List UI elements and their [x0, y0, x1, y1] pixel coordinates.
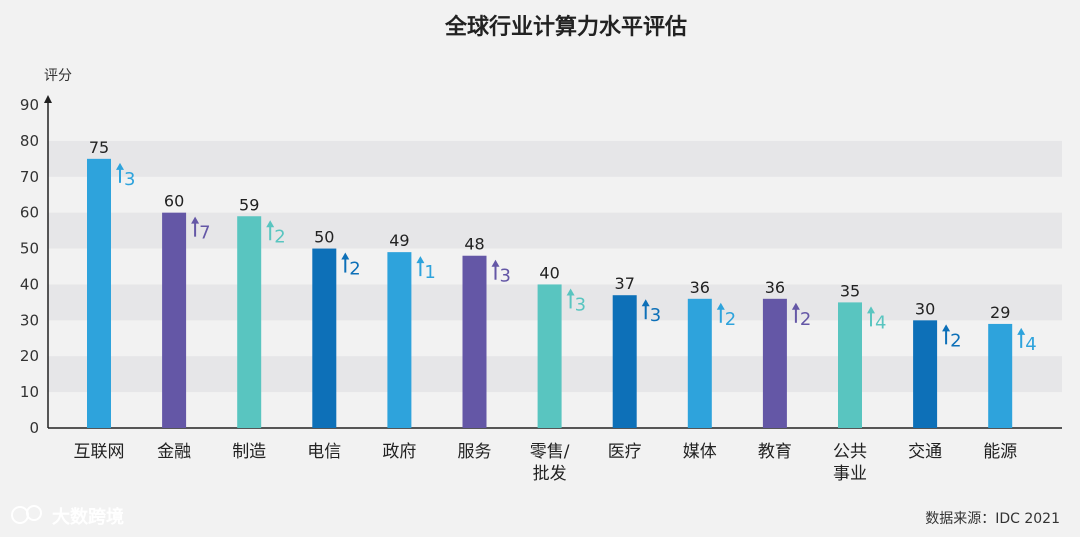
- y-tick-label: 70: [20, 168, 39, 186]
- category-label: 电信: [307, 442, 341, 462]
- change-label: 2: [725, 309, 736, 330]
- bars: [87, 158, 1013, 429]
- change-label: 1: [424, 262, 435, 283]
- bar-value-label: 36: [765, 278, 785, 297]
- watermark-text: 大数跨境: [52, 506, 124, 528]
- bar-value-label: 50: [314, 228, 334, 247]
- bar-value-label: 30: [915, 299, 935, 318]
- up-arrow-head-icon: [491, 259, 500, 267]
- bar-value-label: 29: [990, 303, 1010, 322]
- bar: [237, 216, 262, 428]
- category-label: 教育: [758, 442, 792, 462]
- category-label: 政府: [382, 442, 416, 462]
- bar-value-label: 60: [164, 192, 184, 211]
- up-arrow-head-icon: [716, 302, 725, 310]
- up-arrow-head-icon: [416, 256, 425, 264]
- up-arrow-head-icon: [116, 162, 124, 170]
- bar: [387, 252, 412, 428]
- change-label: 4: [1025, 334, 1036, 355]
- y-axis-label: 评分: [44, 68, 72, 84]
- bar-value-label: 59: [239, 195, 259, 214]
- y-tick-label: 30: [20, 311, 39, 329]
- category-label: 金融: [157, 442, 191, 462]
- up-arrow-head-icon: [791, 302, 800, 310]
- bar-value-label: 48: [464, 235, 484, 254]
- y-axis-arrow-icon: [44, 95, 52, 103]
- bar: [988, 323, 1013, 428]
- bar: [838, 302, 862, 428]
- bar: [612, 295, 637, 428]
- bar: [762, 298, 787, 428]
- up-arrow-head-icon: [191, 216, 200, 224]
- y-tick-label: 60: [20, 204, 39, 222]
- bar: [913, 320, 938, 428]
- category-label: 批发: [533, 464, 567, 484]
- bar: [687, 298, 712, 428]
- y-tick-label: 40: [20, 275, 39, 293]
- category-label: 医疗: [608, 442, 642, 462]
- up-arrow-head-icon: [942, 324, 951, 332]
- bar-value-label: 75: [89, 138, 109, 157]
- up-arrow-head-icon: [867, 306, 875, 314]
- category-label: 公共: [833, 442, 867, 462]
- category-label: 零售/: [530, 442, 570, 462]
- y-tick-label: 20: [20, 347, 39, 365]
- y-tick-label: 10: [20, 383, 39, 401]
- grid-band: [48, 212, 1062, 249]
- y-tick-label: 80: [20, 132, 39, 150]
- change-label: 3: [124, 169, 135, 190]
- watermark: 大数跨境: [11, 505, 124, 528]
- up-arrow-head-icon: [641, 299, 650, 307]
- bar: [87, 158, 111, 429]
- y-tick-label: 50: [20, 240, 39, 258]
- y-tick-label: 90: [20, 96, 39, 114]
- y-axis: 0 10 20 30 40 50 60 70 80 90: [20, 95, 1062, 437]
- bar-value-label: 40: [539, 263, 559, 282]
- bar-value-label: 36: [690, 278, 710, 297]
- change-label: 2: [800, 309, 811, 330]
- category-label: 交通: [908, 442, 942, 462]
- source-note: 数据来源：IDC 2021: [925, 511, 1060, 527]
- change-label: 7: [199, 223, 210, 244]
- up-arrow-head-icon: [1017, 327, 1026, 335]
- category-label: 制造: [232, 442, 266, 462]
- change-label: 4: [875, 312, 886, 333]
- up-arrow-head-icon: [266, 220, 275, 228]
- bar-value-label: 35: [840, 281, 860, 300]
- labels: 75 3 互联网 60 7 金融 59 2 制造 50 2 电信 49 1 政府 48 3 服务 40 3 零售/批发 3…: [74, 138, 1037, 484]
- bar: [312, 248, 337, 428]
- change-label: 3: [650, 305, 661, 326]
- bar: [162, 212, 187, 428]
- chart-title: 全球行业计算力水平评估: [444, 14, 687, 40]
- bar-value-label: 49: [389, 231, 409, 250]
- bar: [537, 284, 562, 428]
- grid-band: [48, 140, 1062, 177]
- watermark-logo-icon: [11, 506, 29, 524]
- category-label: 能源: [983, 442, 1017, 462]
- up-arrow-head-icon: [341, 252, 350, 260]
- change-label: 3: [575, 294, 586, 315]
- bar-value-label: 37: [615, 274, 635, 293]
- bar: [462, 255, 487, 428]
- category-label: 事业: [833, 464, 867, 484]
- up-arrow-head-icon: [566, 288, 575, 296]
- change-label: 2: [349, 259, 360, 280]
- category-label: 互联网: [74, 442, 125, 462]
- watermark-logo-icon: [26, 505, 42, 521]
- change-label: 3: [500, 266, 511, 287]
- category-label: 服务: [458, 442, 492, 462]
- change-label: 2: [274, 226, 285, 247]
- category-label: 媒体: [683, 442, 717, 462]
- change-label: 2: [950, 330, 961, 351]
- y-tick-label: 0: [29, 419, 39, 437]
